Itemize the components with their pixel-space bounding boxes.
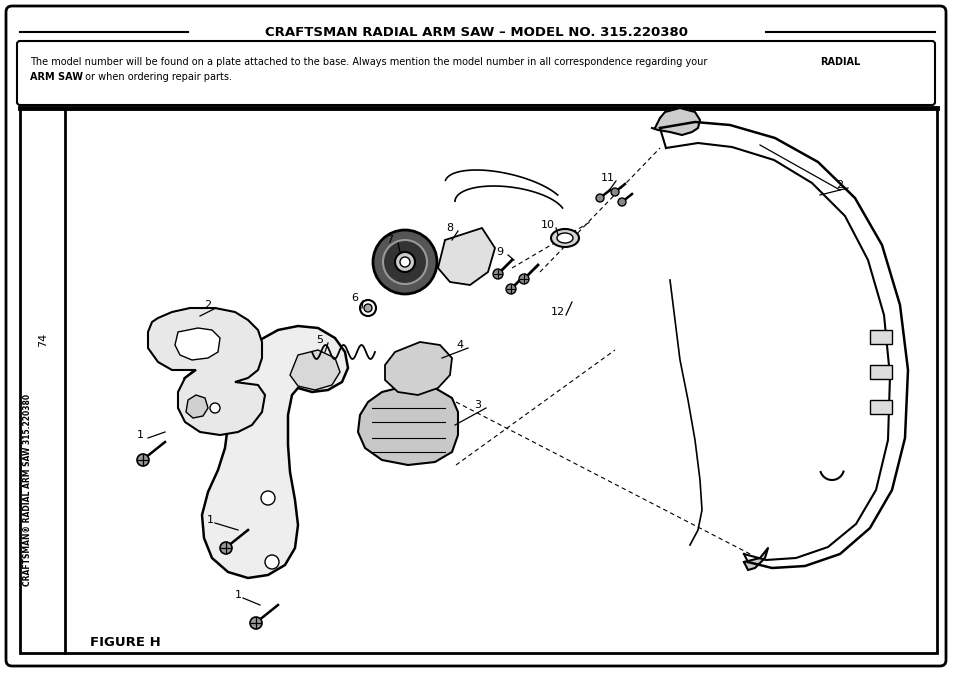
Circle shape xyxy=(395,252,415,272)
Text: 2: 2 xyxy=(836,180,842,190)
Circle shape xyxy=(220,542,232,554)
Text: CRAFTSMAN RADIAL ARM SAW – MODEL NO. 315.220380: CRAFTSMAN RADIAL ARM SAW – MODEL NO. 315… xyxy=(265,26,688,39)
Text: ARM SAW: ARM SAW xyxy=(30,72,83,82)
Bar xyxy=(20,108,936,653)
Polygon shape xyxy=(651,108,700,135)
Circle shape xyxy=(364,304,372,312)
Bar xyxy=(869,400,891,414)
Circle shape xyxy=(493,269,502,279)
Polygon shape xyxy=(186,395,208,418)
Polygon shape xyxy=(185,326,348,578)
Circle shape xyxy=(518,274,529,284)
Circle shape xyxy=(373,230,436,294)
Text: 7: 7 xyxy=(386,235,394,245)
Polygon shape xyxy=(148,308,265,435)
Circle shape xyxy=(261,491,274,505)
Circle shape xyxy=(399,257,410,267)
Circle shape xyxy=(610,188,618,196)
Text: 1: 1 xyxy=(234,590,241,600)
Circle shape xyxy=(359,300,375,316)
Text: The model number will be found on a plate attached to the base. Always mention t: The model number will be found on a plat… xyxy=(30,57,710,67)
Text: 9: 9 xyxy=(496,247,503,257)
FancyBboxPatch shape xyxy=(6,6,945,666)
Polygon shape xyxy=(290,350,339,390)
Circle shape xyxy=(250,617,262,629)
Circle shape xyxy=(265,555,278,569)
Text: 12: 12 xyxy=(551,307,564,317)
Text: RADIAL: RADIAL xyxy=(820,57,860,67)
Circle shape xyxy=(382,240,427,284)
Text: 6: 6 xyxy=(351,293,358,303)
Text: FIGURE H: FIGURE H xyxy=(90,636,161,649)
Polygon shape xyxy=(437,228,495,285)
Text: 1: 1 xyxy=(206,515,213,525)
Circle shape xyxy=(505,284,516,294)
Circle shape xyxy=(137,454,149,466)
Circle shape xyxy=(618,198,625,206)
FancyBboxPatch shape xyxy=(17,41,934,105)
Circle shape xyxy=(210,403,220,413)
Polygon shape xyxy=(174,328,220,360)
Text: 10: 10 xyxy=(540,220,555,230)
Text: CRAFTSMAN® RADIAL ARM SAW 315.220380: CRAFTSMAN® RADIAL ARM SAW 315.220380 xyxy=(23,394,31,586)
Bar xyxy=(869,365,891,379)
Text: 74: 74 xyxy=(38,333,48,347)
Ellipse shape xyxy=(551,229,578,247)
Polygon shape xyxy=(385,342,452,395)
Bar xyxy=(869,330,891,344)
Ellipse shape xyxy=(557,233,573,243)
Text: 2: 2 xyxy=(204,300,212,310)
Text: 5: 5 xyxy=(316,335,323,345)
Text: 8: 8 xyxy=(446,223,453,233)
Text: 11: 11 xyxy=(600,173,615,183)
Text: 4: 4 xyxy=(456,340,463,350)
Text: 1: 1 xyxy=(136,430,143,440)
Text: 3: 3 xyxy=(474,400,481,410)
Circle shape xyxy=(596,194,603,202)
Polygon shape xyxy=(357,385,457,465)
Polygon shape xyxy=(743,548,767,570)
Text: or when ordering repair parts.: or when ordering repair parts. xyxy=(82,72,232,82)
